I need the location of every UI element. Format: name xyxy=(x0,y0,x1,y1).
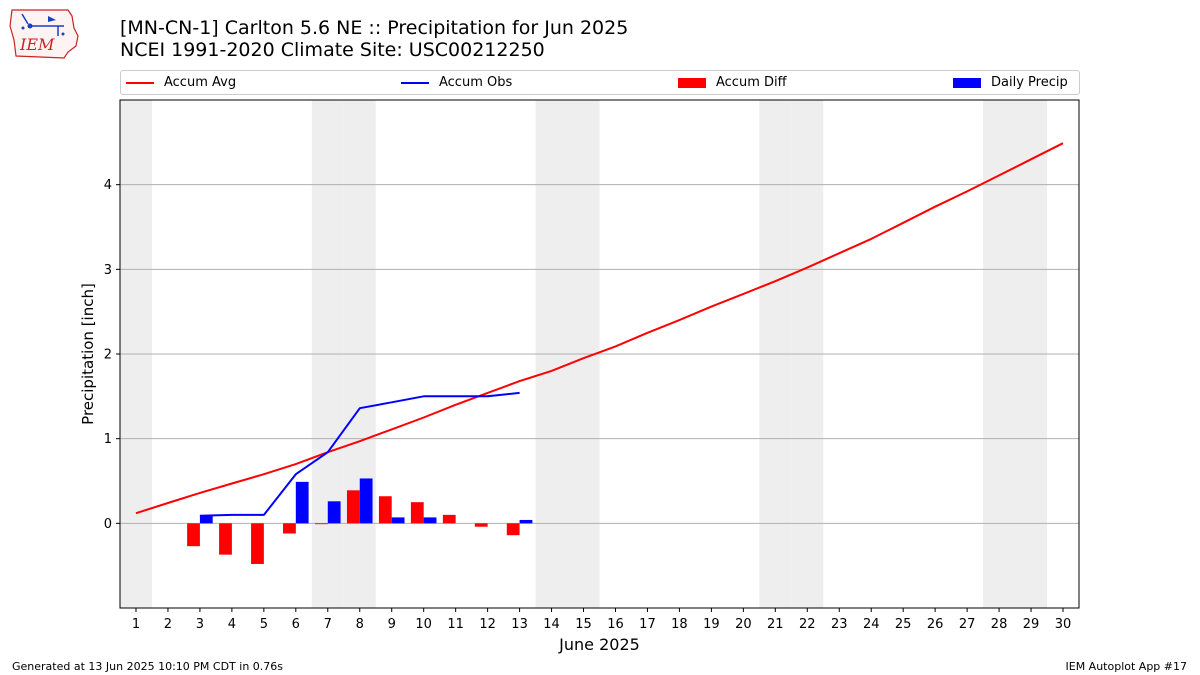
accum-diff-bar xyxy=(442,514,456,524)
legend-label: Accum Obs xyxy=(439,75,513,90)
legend-item-accum-avg: Accum Avg xyxy=(126,73,236,92)
y-axis-label: Precipitation [inch] xyxy=(79,283,97,425)
y-tick-label: 3 xyxy=(104,263,112,278)
accum-avg-line xyxy=(135,142,1064,515)
x-tick-label: 10 xyxy=(415,617,432,632)
y-tick-label: 2 xyxy=(104,348,112,363)
x-tick-label: 5 xyxy=(260,617,268,632)
chart-title: [MN-CN-1] Carlton 5.6 NE :: Precipitatio… xyxy=(120,17,628,61)
daily-precip-bar xyxy=(327,501,341,524)
daily-precip-bar xyxy=(359,478,373,524)
x-tick-label: 13 xyxy=(511,617,528,632)
title-line-2: NCEI 1991-2020 Climate Site: USC00212250 xyxy=(120,39,545,61)
x-tick-label: 4 xyxy=(228,617,236,632)
legend-item-daily-precip: Daily Precip xyxy=(953,73,1068,92)
x-tick-label: 12 xyxy=(479,617,496,632)
x-tick-label: 3 xyxy=(196,617,204,632)
y-tick-label: 4 xyxy=(104,178,112,193)
x-tick-label: 29 xyxy=(1023,617,1040,632)
x-tick-label: 26 xyxy=(927,617,944,632)
accum-diff-bar xyxy=(378,496,392,524)
daily-precip-bar xyxy=(391,517,405,524)
x-tick-label: 2 xyxy=(164,617,172,632)
x-tick-label: 20 xyxy=(735,617,752,632)
accum-diff-bar xyxy=(251,523,264,564)
x-tick-label: 14 xyxy=(543,617,560,632)
x-tick-label: 1 xyxy=(132,617,140,632)
title-line-1: [MN-CN-1] Carlton 5.6 NE :: Precipitatio… xyxy=(120,17,629,39)
legend-swatch xyxy=(126,81,154,84)
x-tick-label: 19 xyxy=(703,617,720,632)
y-tick-label: 1 xyxy=(104,432,112,447)
chart-legend: Accum Avg Accum Obs Accum Diff Daily Pre… xyxy=(120,70,1080,95)
legend-swatch xyxy=(678,77,706,88)
x-tick-label: 28 xyxy=(991,617,1008,632)
accum-obs-line xyxy=(199,391,520,517)
iem-logo: IEM xyxy=(8,6,82,60)
plot-frame xyxy=(119,99,1080,609)
daily-precip-bar xyxy=(423,517,437,524)
legend-label: Accum Diff xyxy=(716,75,787,90)
x-tick-label: 25 xyxy=(895,617,912,632)
accum-diff-bar xyxy=(283,523,296,534)
accum-diff-bar xyxy=(410,502,424,524)
legend-swatch xyxy=(401,81,429,84)
accum-diff-bar xyxy=(506,523,520,536)
x-tick-label: 16 xyxy=(607,617,624,632)
app-credit: IEM Autoplot App #17 xyxy=(1065,660,1188,673)
x-tick-label: 21 xyxy=(767,617,784,632)
x-tick-label: 22 xyxy=(799,617,816,632)
accum-diff-bar xyxy=(346,490,360,524)
daily-precip-bar xyxy=(519,519,533,524)
x-tick-label: 9 xyxy=(388,617,396,632)
x-tick-label: 18 xyxy=(671,617,688,632)
generated-timestamp: Generated at 13 Jun 2025 10:10 PM CDT in… xyxy=(12,660,284,673)
x-tick-label: 24 xyxy=(863,617,880,632)
accum-diff-bar xyxy=(187,523,200,547)
x-axis-label: June 2025 xyxy=(558,635,640,654)
legend-item-accum-diff: Accum Diff xyxy=(678,73,787,92)
legend-item-accum-obs: Accum Obs xyxy=(401,73,512,92)
accum-diff-bar xyxy=(219,523,232,555)
x-tick-label: 23 xyxy=(831,617,848,632)
daily-precip-bar xyxy=(199,515,213,524)
x-tick-label: 17 xyxy=(639,617,656,632)
accum-diff-bar xyxy=(314,523,328,525)
x-tick-label: 27 xyxy=(959,617,976,632)
legend-label: Accum Avg xyxy=(164,75,237,90)
accum-diff-bar xyxy=(474,523,488,527)
x-tick-label: 11 xyxy=(447,617,464,632)
legend-label: Daily Precip xyxy=(991,75,1068,90)
x-tick-label: 8 xyxy=(356,617,364,632)
y-tick-label: 0 xyxy=(104,517,112,532)
x-tick-label: 15 xyxy=(575,617,592,632)
legend-swatch xyxy=(953,77,981,88)
x-tick-label: 7 xyxy=(324,617,332,632)
x-tick-label: 6 xyxy=(292,617,300,632)
logo-text: IEM xyxy=(19,35,55,54)
daily-precip-bar xyxy=(295,481,309,524)
x-tick-label: 30 xyxy=(1055,617,1072,632)
